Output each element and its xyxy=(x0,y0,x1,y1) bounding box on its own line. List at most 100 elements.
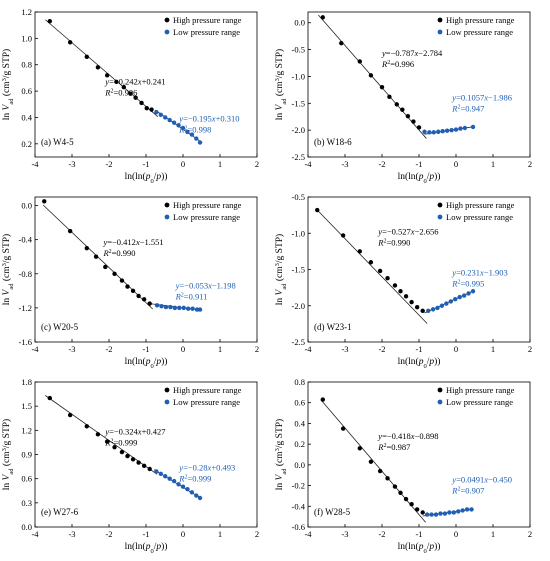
panel-label: (b) W18-6 xyxy=(314,137,352,147)
y-axis-label-part: V xyxy=(2,473,12,480)
y-axis-label: ln Vad (cm3/g STP) xyxy=(1,49,15,120)
data-point-low-pressure xyxy=(453,127,459,132)
x-tick-label: -4 xyxy=(31,159,39,169)
data-point-low-pressure xyxy=(464,507,470,512)
x-axis-label-part: 0 xyxy=(423,548,426,555)
y-tick-label: -0.5 xyxy=(292,192,305,202)
y-tick-label: 1.0 xyxy=(21,33,32,43)
chart-panel-2: -4 -3 -2 -1 0 1 2 -2.5 -2.0 -1.5 -1.0 -0.5 0.0 ln(ln(… xyxy=(274,11,532,185)
fit-r-squared-part: =0.996 xyxy=(390,59,414,69)
y-tick-label: -0.8 xyxy=(19,269,32,279)
legend-marker xyxy=(164,387,170,393)
y-tick-label: -0.4 xyxy=(292,501,306,511)
fit-r-squared-part: =0.911 xyxy=(184,291,208,301)
fit-r-squared-part: 2 xyxy=(458,105,461,111)
data-point-low-pressure xyxy=(158,471,163,477)
legend-marker xyxy=(164,399,170,405)
fit-equation-part: x xyxy=(137,77,142,87)
data-point-low-pressure xyxy=(466,291,471,296)
data-point-low-pressure xyxy=(168,304,173,310)
data-point-low-pressure xyxy=(447,510,452,515)
data-point-low-pressure xyxy=(167,117,172,123)
y-tick-label: 0.2 xyxy=(21,139,32,149)
data-point-low-pressure xyxy=(167,476,172,481)
fit-equation: y=0.1057x−1.986 xyxy=(451,93,512,103)
chart-panel-6: -4 -3 -2 -1 0 1 2 -0.6 -0.4 -0.2 0.0 0.2 0.4 0.6 0.8 ln… xyxy=(274,377,533,555)
data-point-high-pressure xyxy=(379,84,385,90)
x-axis-label-part: ln(ln( xyxy=(398,541,419,552)
fit-equation-part: =0.1057 xyxy=(456,93,484,103)
fit-r-squared-part: 2 xyxy=(458,279,461,285)
x-tick-label: 0 xyxy=(454,529,458,539)
x-axis-label-part: p xyxy=(418,542,424,552)
fit-r-squared: R2=0.999 xyxy=(104,437,137,447)
data-point-low-pressure xyxy=(172,305,178,311)
x-axis-label-part: p xyxy=(428,542,434,552)
fit-equation: y=−0.195x+0.310 xyxy=(178,113,239,123)
fit-r-squared-part: R xyxy=(451,485,458,495)
x-tick-label: -4 xyxy=(304,529,312,539)
fit-equation-part: x xyxy=(207,280,212,290)
legend-label: Low pressure range xyxy=(173,212,240,222)
fit-equation-part: =−0.418 xyxy=(382,431,411,441)
panel-label: (f) W28-5 xyxy=(314,507,351,517)
x-axis-label-part: ln(ln( xyxy=(125,171,146,182)
fit-equation-part: x xyxy=(479,267,484,277)
x-tick-label: -2 xyxy=(378,529,385,539)
y-axis-label-part: (cm xyxy=(274,451,285,469)
y-axis-label: ln Vad (cm3/g STP) xyxy=(1,419,15,490)
fit-equation-part: −2.656 xyxy=(415,227,439,237)
data-point-low-pressure xyxy=(159,303,164,309)
y-tick-label: 0.0 xyxy=(294,460,305,470)
fit-equation: y=−0.527x−2.656 xyxy=(377,227,438,237)
chart-panel-5: -4 -3 -2 -1 0 1 20.00.30.60.91.21.51.8ln(ln(p0… xyxy=(1,377,260,555)
fit-equation-part: −0.450 xyxy=(488,474,512,484)
fit-r-squared-part: 2 xyxy=(458,486,461,492)
y-axis-label-part: ln xyxy=(275,295,285,305)
x-axis-label: ln(ln(p0/p)) xyxy=(398,541,441,555)
data-point-low-pressure xyxy=(422,129,427,134)
x-axis-label-part: p xyxy=(155,172,161,182)
fit-equation-part: y xyxy=(104,426,109,436)
x-tick-label: -3 xyxy=(341,159,348,169)
data-point-high-pressure xyxy=(398,289,403,294)
data-point-low-pressure xyxy=(176,123,181,128)
fit-equation-part: −1.903 xyxy=(484,267,508,277)
data-point-high-pressure xyxy=(340,233,346,238)
y-tick-label: 0.0 xyxy=(294,18,305,28)
x-tick-label: -3 xyxy=(68,344,75,354)
x-tick-label: -2 xyxy=(378,344,385,354)
y-axis-label-part: 3 xyxy=(1,263,8,266)
x-tick-label: 1 xyxy=(218,344,222,354)
y-axis-label-part: 3 xyxy=(274,448,281,451)
x-tick-label: 1 xyxy=(218,159,222,169)
data-point-high-pressure xyxy=(411,119,416,124)
data-point-low-pressure xyxy=(456,509,461,514)
data-point-low-pressure xyxy=(163,115,168,120)
x-axis-label-part: p xyxy=(418,357,424,367)
x-tick-label: 1 xyxy=(491,159,495,169)
data-point-high-pressure xyxy=(95,65,101,70)
chart-panel-1: -4 -3 -2 -1 0 1 20.20.40.60.81.01.2ln(ln(p0/p)… xyxy=(1,7,260,185)
fit-equation-part: +0.241 xyxy=(142,77,166,87)
y-axis-label-part: ln xyxy=(2,295,12,305)
fit-r-squared: R2=0.987 xyxy=(377,442,410,452)
y-axis-label-part: (cm xyxy=(274,266,285,284)
legend-marker xyxy=(437,29,443,35)
fit-r-squared: R2=0.996 xyxy=(381,59,414,69)
y-axis-label-part: (cm xyxy=(1,451,12,469)
fit-equation-part: x xyxy=(137,426,142,436)
data-point-low-pressure xyxy=(435,305,440,311)
data-point-low-pressure xyxy=(438,511,443,516)
fit-r-squared: R2=0.907 xyxy=(451,485,484,495)
data-point-high-pressure xyxy=(400,107,405,112)
fit-r-squared: R2=0.911 xyxy=(175,291,208,301)
data-point-low-pressure xyxy=(449,127,454,133)
x-axis-label-part: )) xyxy=(161,541,167,552)
y-tick-label: 0.8 xyxy=(21,60,32,70)
x-tick-label: -4 xyxy=(31,344,39,354)
y-axis-label-part: V xyxy=(2,103,12,110)
chart-panel-4: -4 -3 -2 -1 0 1 2-2.5-2.0-1.5-1.0-0.5ln(ln(p0/… xyxy=(274,192,533,370)
fit-r-squared-part: 2 xyxy=(185,475,188,481)
x-axis-label-part: p xyxy=(155,542,161,552)
